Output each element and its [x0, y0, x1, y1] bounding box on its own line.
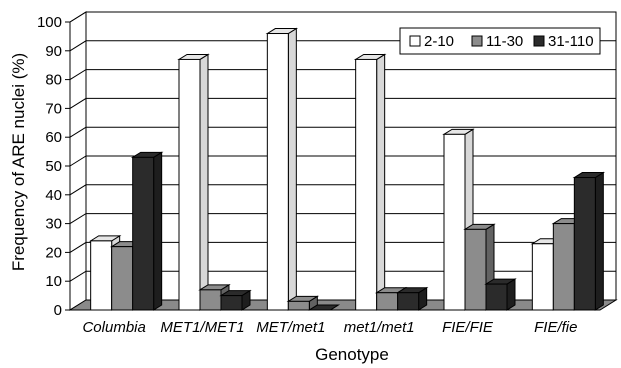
x-category-label: FIE/FIE: [442, 319, 494, 336]
bar-front: [532, 244, 553, 310]
bar: [574, 173, 603, 310]
bar-front: [133, 157, 154, 310]
bar: [356, 54, 385, 310]
y-tick-label: 100: [37, 14, 62, 31]
x-category-label: Columbia: [82, 319, 145, 336]
bar-side: [595, 173, 603, 310]
x-axis-title: Genotype: [315, 345, 389, 364]
bar-front: [486, 284, 507, 310]
legend-label: 31-110: [548, 33, 594, 50]
bar-front: [91, 241, 112, 310]
x-category-label: FIE/fie: [534, 319, 577, 336]
y-tick-label: 30: [45, 216, 62, 233]
legend-swatch: [472, 36, 482, 46]
y-tick-label: 60: [45, 129, 62, 146]
bar-side: [200, 54, 208, 310]
bar-front: [200, 290, 221, 310]
legend-label: 11-30: [486, 33, 523, 50]
legend-swatch: [410, 36, 420, 46]
bar: [267, 29, 296, 310]
bar-front: [574, 178, 595, 310]
bar-front: [465, 229, 486, 310]
bar-front: [179, 59, 200, 310]
bar: [221, 291, 250, 310]
x-axis-categories: Columbia MET1/MET1 MET/met1 met1/met1 FIE/FI…: [82, 319, 577, 336]
bar-front: [553, 224, 574, 310]
bar-front: [444, 134, 465, 310]
bar-side: [377, 54, 385, 310]
y-tick-label: 10: [45, 273, 62, 290]
bar-side: [154, 152, 162, 310]
y-tick-label: 90: [45, 43, 62, 60]
legend-swatch: [534, 36, 544, 46]
y-axis-ticks: 0 10 20 30 40 50 60 70 80 90 100: [37, 14, 70, 319]
bar-front: [267, 34, 288, 310]
x-category-label: MET/met1: [256, 319, 325, 336]
bar-front: [356, 59, 377, 310]
bar-front: [377, 293, 398, 310]
bar-side: [288, 29, 296, 310]
x-category-label: met1/met1: [344, 319, 415, 336]
x-category-label: MET1/MET1: [160, 319, 244, 336]
bar-front: [221, 296, 242, 310]
y-tick-label: 0: [54, 302, 62, 319]
legend-label: 2-10: [424, 33, 454, 50]
y-tick-label: 20: [45, 244, 62, 261]
y-tick-label: 80: [45, 72, 62, 89]
bar: [179, 54, 208, 310]
y-axis-title: Frequency of ARE nuclei (%): [9, 53, 28, 271]
bar-front: [112, 247, 133, 310]
bar-front: [398, 293, 419, 310]
bar: [133, 152, 162, 310]
bar: [486, 279, 515, 310]
y-tick-label: 70: [45, 100, 62, 117]
bar: [398, 288, 427, 310]
y-tick-label: 40: [45, 187, 62, 204]
y-tick-label: 50: [45, 158, 62, 175]
legend: 2-10 11-30 31-110: [400, 28, 600, 54]
bar-front: [288, 301, 309, 310]
